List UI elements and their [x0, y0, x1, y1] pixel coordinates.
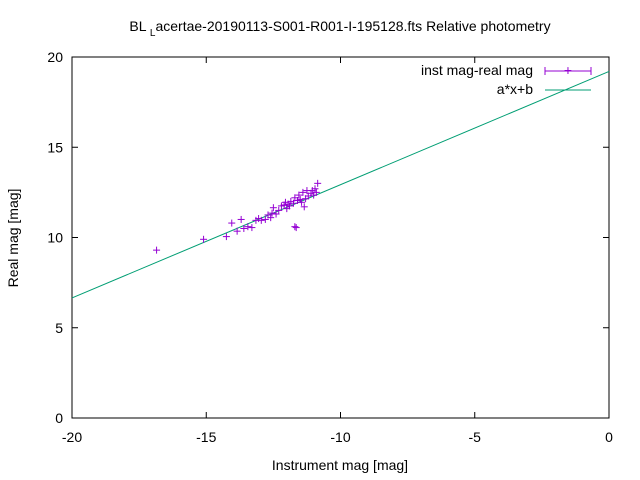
data-point: [298, 198, 306, 206]
data-point: [290, 199, 298, 207]
data-point: [200, 235, 208, 243]
fit-line: [71, 70, 610, 299]
legend-label-fit: a*x+b: [497, 81, 533, 97]
data-point: [272, 210, 280, 218]
data-point: [237, 215, 245, 223]
data-point: [299, 188, 307, 196]
title-main: BL: [129, 18, 150, 34]
title-rest: acertae-20190113-S001-R001-I-195128.fts …: [155, 18, 550, 34]
series-layer: [71, 70, 610, 299]
x-tick-label: -15: [196, 429, 216, 445]
data-point: [240, 224, 248, 232]
chart-title: BL Lacertae-20190113-S001-R001-I-195128.…: [129, 18, 550, 39]
y-tick-label: 15: [47, 139, 63, 155]
legend-marker-points: +: [564, 62, 572, 78]
data-point: [228, 219, 236, 227]
data-point: [257, 216, 265, 224]
data-point: [295, 191, 303, 199]
x-tick-label: -20: [62, 429, 82, 445]
data-point: [311, 185, 319, 193]
data-point: [291, 223, 299, 231]
data-point: [292, 224, 300, 232]
legend-label-points: inst mag-real mag: [421, 62, 533, 78]
y-tick-label: 5: [55, 320, 63, 336]
data-point: [268, 209, 276, 217]
x-tick-label: 0: [605, 429, 613, 445]
data-point: [314, 179, 322, 187]
y-axis-ticks: 0 5 10 15 20: [47, 49, 609, 426]
data-point: [275, 206, 283, 214]
data-point: [312, 188, 320, 196]
data-point: [267, 214, 275, 222]
x-tick-label: -5: [469, 429, 482, 445]
y-tick-label: 0: [55, 410, 63, 426]
data-point: [261, 215, 269, 223]
data-point: [222, 233, 230, 241]
data-point: [244, 223, 252, 231]
x-tick-label: -10: [330, 429, 350, 445]
x-axis-label: Instrument mag [mag]: [272, 457, 408, 473]
data-point: [285, 202, 293, 210]
x-axis-ticks: -20 -15 -10 -5 0: [62, 57, 613, 445]
data-point: [233, 227, 241, 235]
data-point: [153, 246, 161, 254]
data-point: [269, 204, 277, 212]
y-tick-label: 10: [47, 230, 63, 246]
y-axis-label: Real mag [mag]: [5, 189, 21, 288]
y-tick-label: 20: [47, 49, 63, 65]
title-subscript: L: [150, 28, 156, 39]
data-point: [300, 203, 308, 211]
legend: inst mag-real mag + a*x+b: [421, 62, 592, 97]
plot-frame: [71, 56, 610, 419]
data-point: [248, 224, 256, 232]
